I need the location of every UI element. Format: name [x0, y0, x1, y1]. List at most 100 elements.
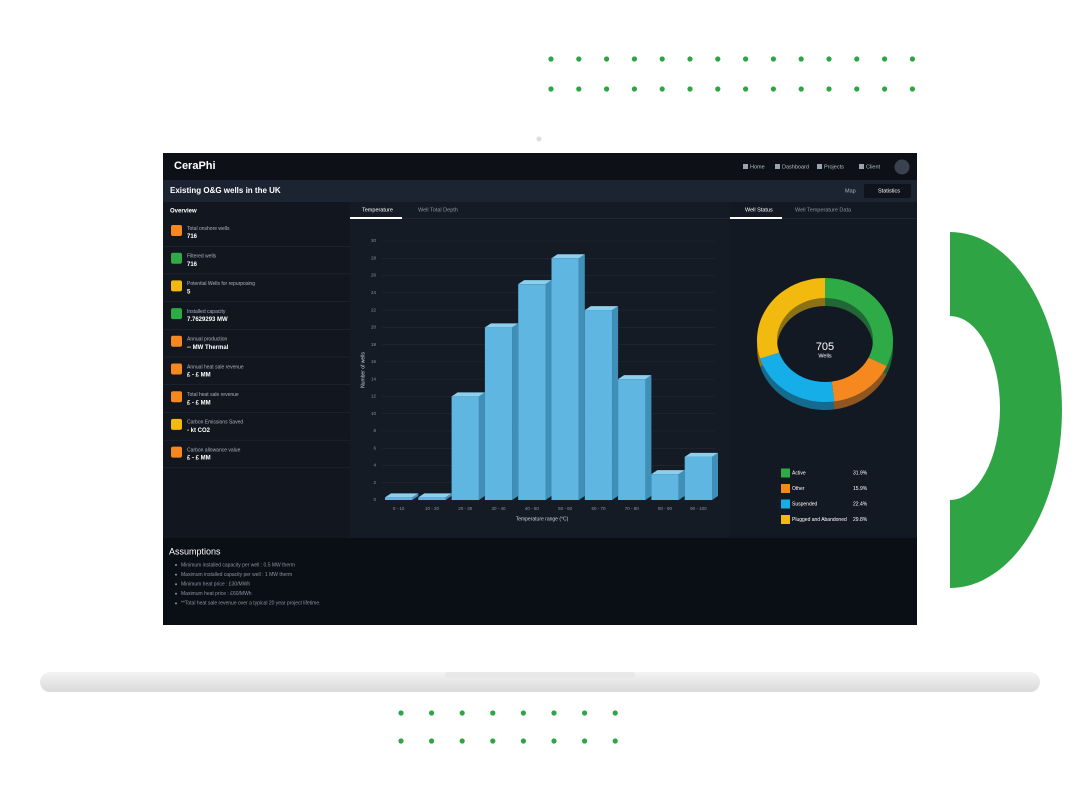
tab[interactable]: Well Temperature Data [795, 207, 852, 213]
decor-dot [429, 738, 435, 744]
assumption: **Total heat sale revenue over a typical… [181, 601, 321, 607]
y-tick-label: 22 [371, 307, 377, 312]
decor-dot [490, 710, 496, 716]
bar-side [478, 392, 485, 500]
nav-link[interactable]: Dashboard [782, 164, 809, 170]
tab[interactable]: Well Total Depth [418, 207, 458, 213]
camera-dot [536, 136, 542, 142]
bar-top [518, 280, 552, 285]
bar-top [418, 493, 452, 498]
overview-value: 716 [187, 234, 198, 240]
nav-icon [743, 164, 748, 169]
x-tick-label: 0 - 10 [393, 506, 405, 511]
y-tick-label: 18 [371, 342, 377, 347]
decor-arc [950, 232, 1062, 588]
decor-dot [548, 86, 554, 92]
bar-top [651, 470, 685, 475]
bar-side [445, 493, 452, 500]
bar-side [712, 452, 719, 500]
x-tick-label: 90 - 100 [690, 506, 707, 511]
y-tick-label: 14 [371, 376, 377, 381]
overview-icon [171, 335, 182, 347]
decor-dot [798, 56, 804, 62]
decor-dot [659, 56, 665, 62]
bar [618, 379, 646, 500]
bar-top [584, 306, 619, 311]
decor-dot [631, 86, 638, 92]
overview-label: Total heat sale revenue [187, 392, 239, 398]
overview-divider [163, 384, 350, 385]
bar-top [451, 392, 485, 397]
decor-dot [909, 56, 916, 62]
legend-swatch [781, 468, 790, 478]
decor-dot [743, 56, 749, 62]
map-button[interactable]: Map [845, 188, 856, 194]
decor-dot [576, 86, 582, 92]
overview-value: -- MW Thermal [187, 345, 229, 351]
decor-dot [715, 86, 721, 92]
x-tick-label: 30 - 40 [492, 506, 507, 511]
x-tick-label: 10 - 20 [425, 506, 440, 511]
bar-side [678, 470, 685, 500]
decor-dot [612, 710, 618, 716]
overview-label: Annual production [187, 337, 228, 343]
overview-icon [171, 308, 182, 320]
y-tick-label: 26 [371, 273, 377, 278]
tab[interactable]: Well Status [745, 207, 773, 213]
overview-divider [163, 301, 350, 302]
nav-icon [817, 164, 822, 169]
x-tick-label: 40 - 50 [525, 506, 540, 511]
bar-side [512, 323, 519, 500]
bar-top [551, 254, 585, 259]
donut-segment [825, 278, 893, 367]
bullet [175, 583, 177, 586]
overview-panel [163, 202, 350, 538]
page-title: Existing O&G wells in the UK [170, 186, 281, 195]
statistics-button[interactable]: Statistics [878, 188, 900, 194]
tab[interactable]: Temperature [362, 207, 393, 213]
bar [684, 456, 713, 500]
laptop-notch [445, 672, 635, 678]
decor-dot [520, 738, 527, 744]
overview-divider [163, 329, 350, 330]
nav-link[interactable]: Projects [824, 164, 844, 170]
x-tick-label: 80 - 90 [658, 506, 673, 511]
overview-label: Installed capacity [187, 309, 226, 315]
decor-dot [854, 56, 860, 62]
bullet [175, 573, 177, 576]
decor-dot [459, 710, 465, 716]
bar [584, 310, 613, 500]
legend-value: 31.9% [853, 470, 868, 476]
assumption: Minimum installed capacity per well : 0.… [181, 562, 295, 568]
nav-link[interactable]: Client [866, 164, 881, 170]
nav-link[interactable]: Home [750, 164, 765, 170]
x-axis-title: Temperature range (°C) [516, 516, 569, 522]
decor-dot [798, 86, 804, 92]
decor-dot [687, 86, 693, 92]
y-tick-label: 10 [371, 411, 377, 416]
legend-label: Plugged and Abandoned [792, 517, 847, 523]
y-tick-label: 20 [371, 325, 377, 330]
bar [451, 396, 479, 500]
statistics-button-bg [864, 184, 911, 198]
decor-dot [854, 86, 860, 92]
assumptions-title: Assumptions [169, 546, 221, 556]
bullet [175, 592, 177, 595]
decor-dot [715, 56, 721, 62]
avatar[interactable] [894, 159, 910, 175]
overview-label: Filtered wells [187, 254, 217, 260]
decor-dot [882, 56, 888, 62]
decor-dot [520, 710, 527, 716]
x-tick-label: 20 - 30 [458, 506, 473, 511]
decor-dot [743, 86, 749, 92]
overview-value: £ - £ MM [187, 456, 211, 462]
nav-icon [859, 164, 864, 169]
y-tick-label: 0 [373, 497, 376, 502]
status-panel [729, 202, 917, 538]
donut-center-value: 705 [816, 341, 834, 353]
overview-title: Overview [170, 209, 197, 215]
overview-value: £ - £ MM [187, 373, 211, 379]
bar-top [384, 493, 419, 498]
